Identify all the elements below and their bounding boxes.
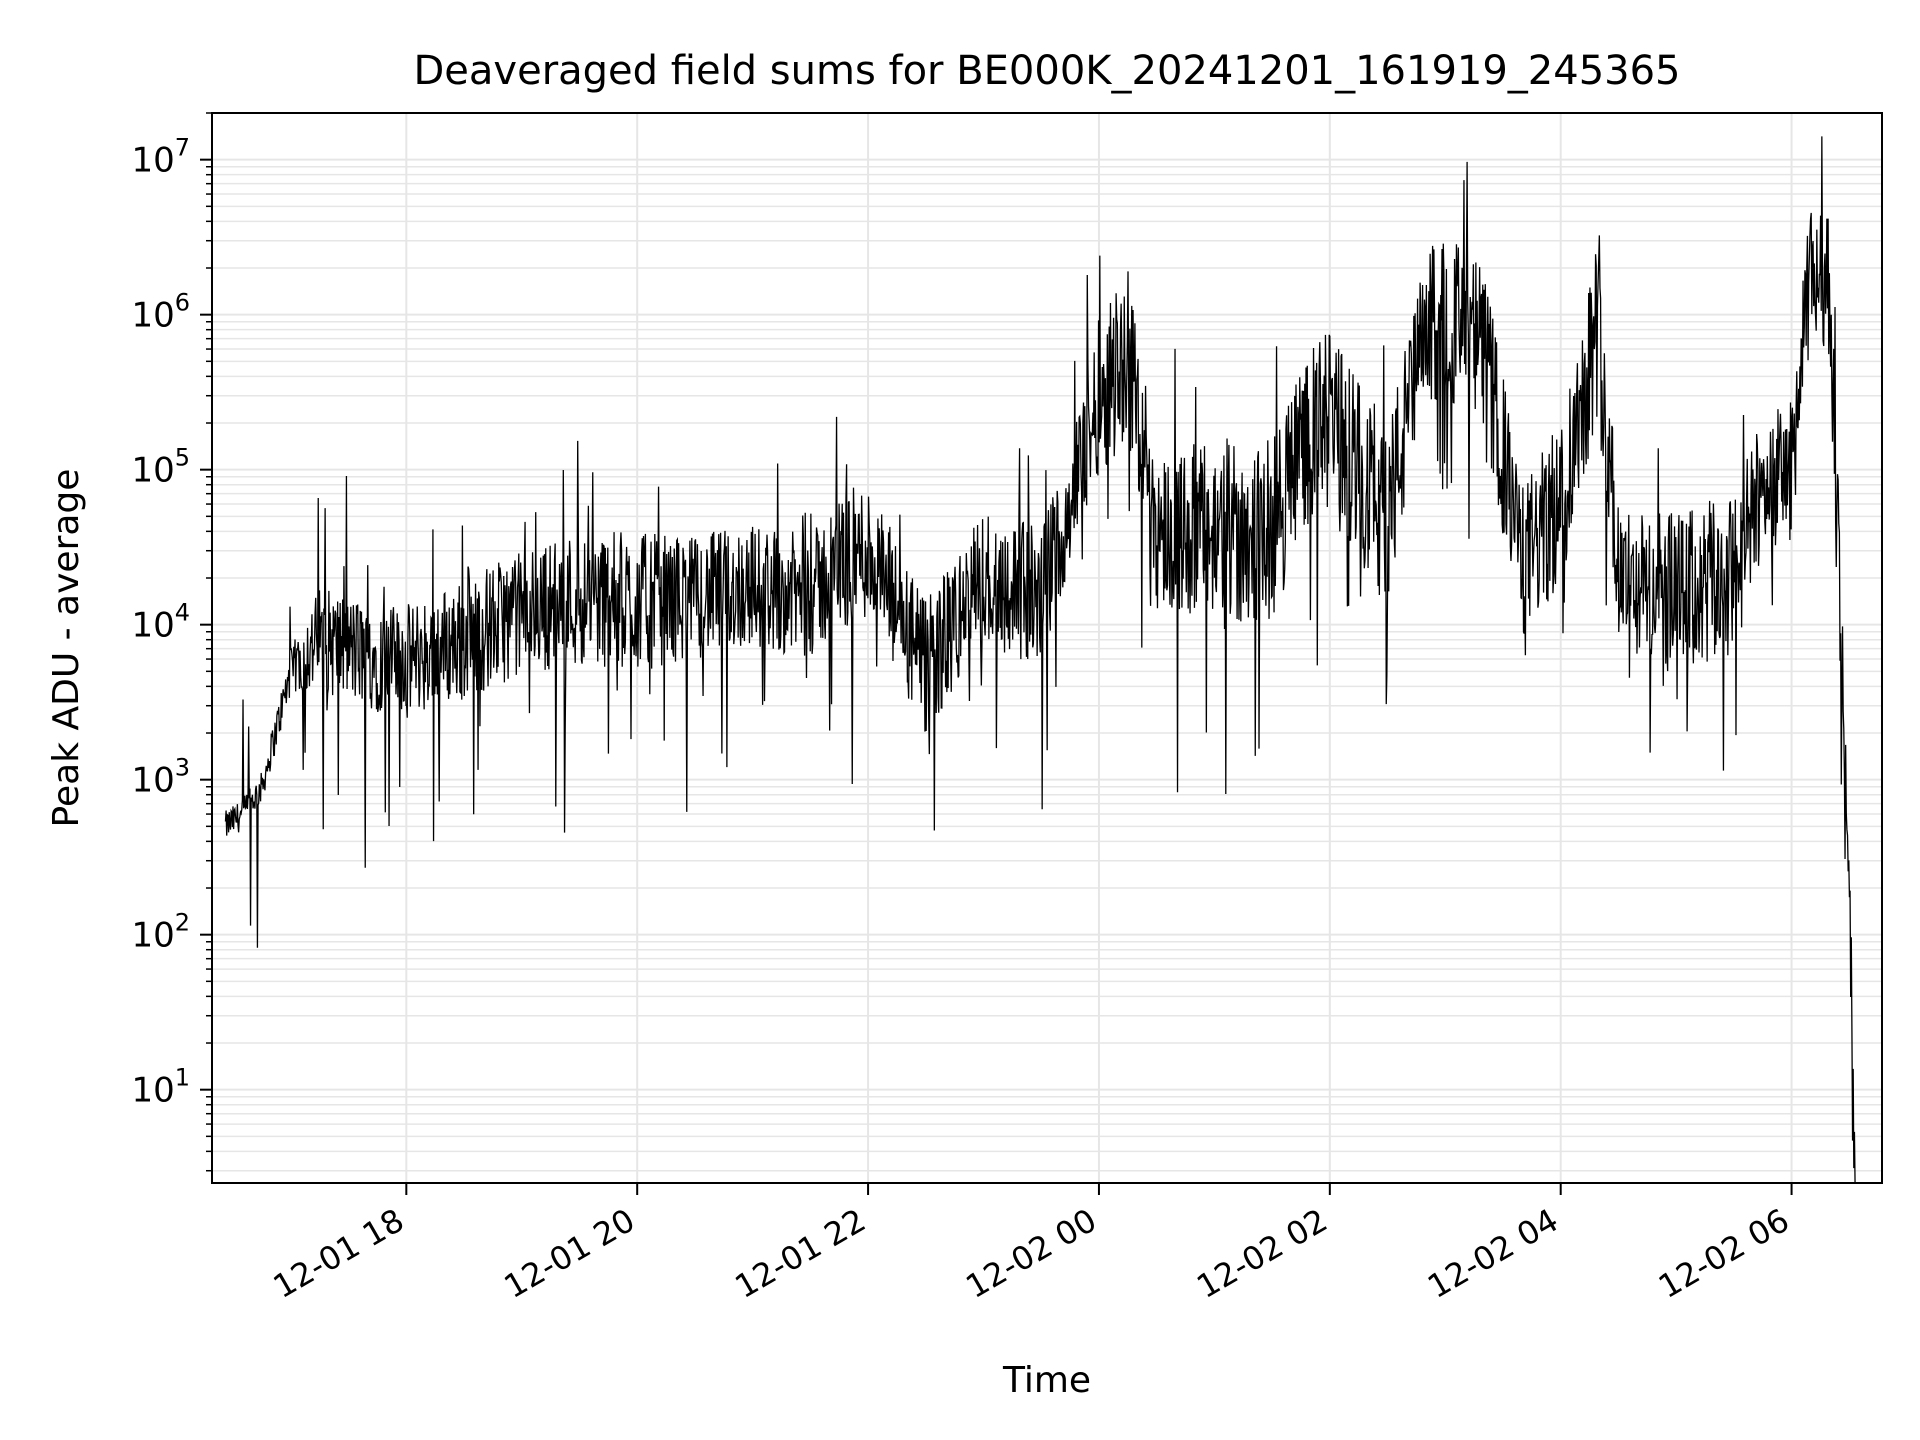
- y-tick-label: 105: [131, 444, 190, 491]
- y-tick-label: 107: [131, 134, 190, 181]
- series-line: [224, 136, 1856, 1184]
- y-tick-label: 101: [131, 1064, 190, 1111]
- y-axis-label: Peak ADU - average: [46, 469, 87, 828]
- y-tick-label: 106: [131, 289, 190, 336]
- y-tick-label: 103: [131, 754, 190, 801]
- y-tick-label: 104: [131, 599, 190, 646]
- x-axis-label: Time: [1002, 1360, 1091, 1401]
- chart-title: Deaveraged field sums for BE000K_2024120…: [414, 48, 1681, 94]
- y-tick-label: 102: [131, 909, 190, 956]
- y-axis-ticks: 101 102 103 104 105 106 107: [131, 112, 212, 1172]
- series-trace: [224, 136, 1856, 1184]
